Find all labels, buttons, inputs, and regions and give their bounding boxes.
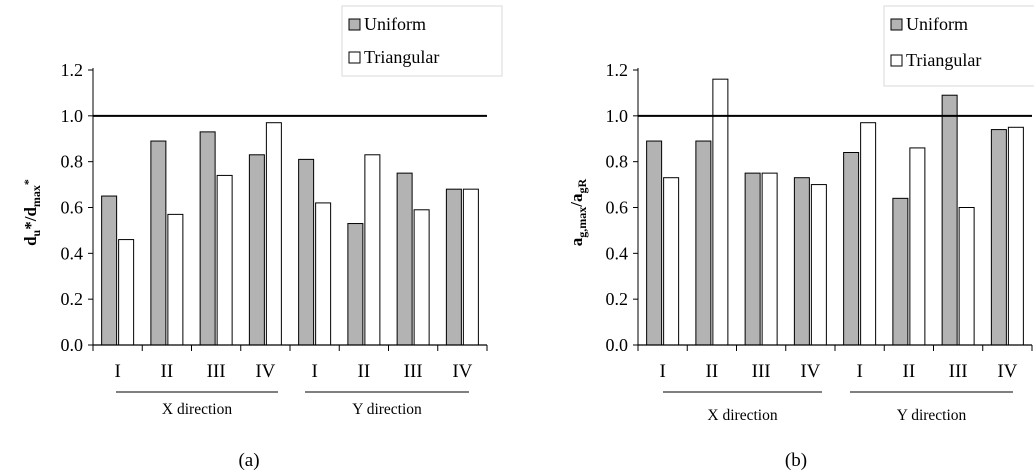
- y-tick-label: 0.0: [61, 335, 84, 355]
- y-tick-label: 0.2: [606, 289, 629, 309]
- x-category-label: II: [903, 361, 916, 382]
- bar-uniform: [892, 197, 909, 346]
- x-category-label: III: [752, 361, 771, 382]
- y-tick-label: 0.6: [606, 198, 629, 218]
- legend-box: [883, 5, 1034, 87]
- bar-triangular: [216, 174, 233, 346]
- y-axis-label: du*/dmax*: [21, 179, 43, 246]
- y-axis-label-part: max: [29, 185, 43, 207]
- x-category-label: I: [856, 361, 862, 382]
- bar-uniform: [941, 94, 958, 346]
- x-category-label: I: [114, 361, 120, 382]
- x-category-label: IV: [800, 361, 820, 382]
- bar-uniform: [695, 140, 712, 346]
- y-tick-label: 1.0: [606, 106, 629, 126]
- bar-triangular: [265, 122, 282, 346]
- y-tick-label: 1.2: [606, 60, 629, 80]
- bar-uniform: [199, 131, 216, 346]
- y-axis-label-part: *: [21, 179, 35, 185]
- x-category-label: III: [949, 361, 968, 382]
- group-label: Y direction: [897, 407, 967, 424]
- legend: Uniform Triangular: [341, 5, 503, 77]
- bar-triangular: [958, 207, 975, 346]
- bar-uniform: [990, 129, 1007, 346]
- bar-triangular: [712, 78, 729, 346]
- x-category-label: II: [358, 361, 371, 382]
- chart-panel-a: 0.00.20.40.60.81.01.2I II III IV I II III IVX d…: [21, 5, 503, 471]
- bar-uniform: [101, 195, 118, 346]
- legend-swatch: [890, 54, 903, 67]
- legend-swatch: [348, 51, 361, 64]
- y-tick-label: 0.8: [606, 152, 629, 172]
- bar-triangular: [413, 209, 430, 346]
- bar-uniform: [843, 152, 860, 346]
- x-category-label: IV: [997, 361, 1017, 382]
- bar-triangular: [860, 122, 877, 346]
- x-category-label: II: [161, 361, 174, 382]
- bar-uniform: [347, 223, 364, 346]
- legend-swatch: [348, 18, 361, 31]
- y-axis-label-part: /a: [567, 193, 586, 208]
- legend-label: Uniform: [906, 14, 968, 34]
- legend: Uniform Triangular: [883, 5, 1034, 87]
- legend-label: Triangular: [906, 50, 981, 70]
- bar-triangular: [909, 147, 926, 346]
- legend-box: [341, 5, 503, 77]
- x-category-label: IV: [452, 361, 472, 382]
- y-tick-label: 0.2: [61, 289, 84, 309]
- bar-triangular: [167, 213, 184, 346]
- x-category-label: I: [659, 361, 665, 382]
- caption: (a): [238, 450, 259, 471]
- x-category-label: III: [404, 361, 423, 382]
- y-axis-label: ag,max/agR: [567, 178, 589, 246]
- legend-label: Triangular: [364, 47, 439, 67]
- y-tick-label: 0.6: [61, 198, 84, 218]
- bar-uniform: [150, 140, 167, 346]
- legend-swatch: [890, 18, 903, 31]
- y-axis-label-part: d: [21, 236, 40, 246]
- group-label: Y direction: [352, 401, 422, 418]
- bar-triangular: [1007, 126, 1024, 346]
- bar-triangular: [462, 188, 479, 346]
- y-tick-label: 1.0: [61, 106, 84, 126]
- y-axis-label-part: */d: [21, 207, 40, 230]
- bar-triangular: [761, 172, 778, 346]
- group-label: X direction: [162, 401, 232, 418]
- bar-uniform: [793, 177, 810, 346]
- y-tick-label: 0.8: [61, 152, 84, 172]
- chart-panel-b: 0.00.20.40.60.81.01.2I II III IV I II III IVX d…: [567, 5, 1034, 471]
- bar-triangular: [118, 239, 135, 346]
- y-axis-label-part: gR: [575, 178, 589, 193]
- bar-triangular: [364, 154, 381, 346]
- bar-triangular: [663, 177, 680, 346]
- bar-uniform: [445, 188, 462, 346]
- bar-uniform: [744, 172, 761, 346]
- legend-label: Uniform: [364, 14, 426, 34]
- y-axis-label-part: u: [29, 229, 43, 236]
- x-category-label: III: [207, 361, 226, 382]
- y-axis-label-part: g,max: [575, 207, 589, 238]
- bar-uniform: [248, 154, 265, 346]
- group-label: X direction: [707, 407, 777, 424]
- y-axis-label-part: a: [567, 237, 586, 246]
- x-category-label: II: [706, 361, 719, 382]
- bar-triangular: [315, 202, 332, 346]
- bar-uniform: [396, 172, 413, 346]
- y-tick-label: 0.0: [606, 335, 629, 355]
- x-category-label: IV: [255, 361, 275, 382]
- y-tick-label: 1.2: [61, 60, 84, 80]
- bar-uniform: [298, 158, 315, 346]
- y-tick-label: 0.4: [61, 243, 84, 263]
- caption: (b): [785, 450, 807, 471]
- y-tick-label: 0.4: [606, 243, 629, 263]
- bar-triangular: [810, 184, 827, 346]
- bar-uniform: [646, 140, 663, 346]
- x-category-label: I: [311, 361, 317, 382]
